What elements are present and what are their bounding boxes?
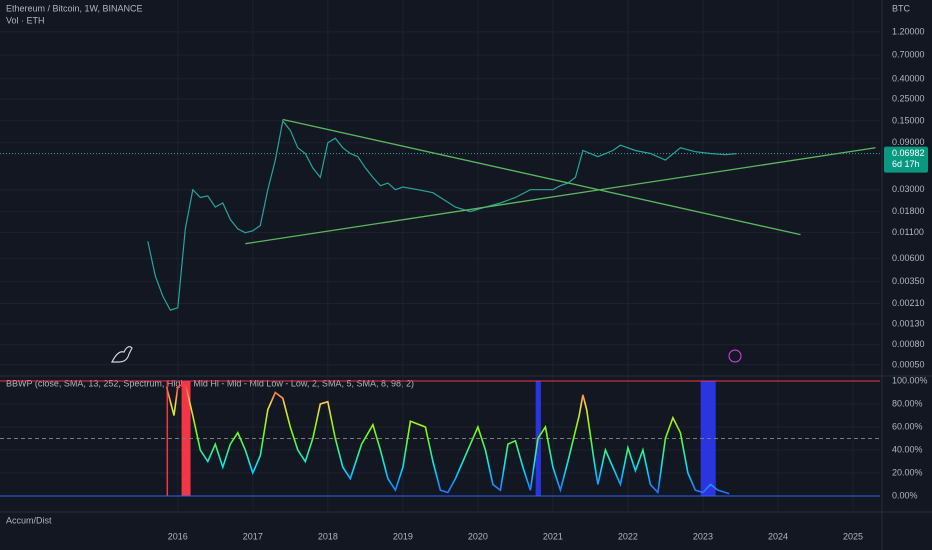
current-price-label: 0.06982 <box>892 148 925 158</box>
y-tick-label: 0.00210 <box>892 298 925 308</box>
y-tick-label: 80.00% <box>892 398 923 408</box>
signal-band <box>181 380 191 496</box>
x-tick-label: 2023 <box>693 531 713 541</box>
current-price-box <box>884 146 928 173</box>
volume-label: Vol · ETH <box>6 15 45 25</box>
y-tick-label: 0.00600 <box>892 253 925 263</box>
x-tick-label: 2016 <box>168 531 188 541</box>
alert-icon[interactable] <box>728 349 742 363</box>
y-tick-label: 0.01100 <box>892 227 924 237</box>
x-tick-label: 2024 <box>768 531 788 541</box>
indicator-title: BBWP (close, SMA, 13, 252, Spectrum, Hig… <box>6 378 414 388</box>
countdown-label: 6d 17h <box>892 159 920 169</box>
y-tick-label: 0.00350 <box>892 276 925 286</box>
x-tick-label: 2017 <box>243 531 263 541</box>
y-tick-label: 0.25000 <box>892 93 925 103</box>
x-tick-label: 2022 <box>618 531 638 541</box>
y-tick-label: 0.00130 <box>892 318 925 328</box>
x-tick-label: 2020 <box>468 531 488 541</box>
y-tick-label: 40.00% <box>892 444 923 454</box>
price-line <box>147 119 737 311</box>
y-tick-label: 0.00% <box>892 490 918 500</box>
y-tick-label: 0.03000 <box>892 184 925 194</box>
trendline <box>245 147 876 245</box>
bbwp-line <box>165 382 730 495</box>
y-tick-label: 20.00% <box>892 467 923 477</box>
y-axis-label: BTC <box>892 3 911 13</box>
x-tick-label: 2018 <box>318 531 338 541</box>
trendline <box>282 118 801 236</box>
signal-band <box>166 380 169 496</box>
logo <box>111 346 133 363</box>
y-tick-label: 0.40000 <box>892 73 925 83</box>
y-tick-label: 0.70000 <box>892 49 925 59</box>
y-tick-label: 0.00050 <box>892 359 925 369</box>
indicator-title: Accum/Dist <box>6 515 52 525</box>
y-tick-label: 0.01800 <box>892 206 925 216</box>
x-tick-label: 2025 <box>843 531 863 541</box>
y-tick-label: 0.00080 <box>892 339 925 349</box>
y-tick-label: 0.15000 <box>892 115 925 125</box>
y-tick-label: 60.00% <box>892 421 923 431</box>
y-tick-label: 1.20000 <box>892 26 925 36</box>
y-tick-label: 100.00% <box>892 375 928 385</box>
x-tick-label: 2019 <box>393 531 413 541</box>
chart-title: Ethereum / Bitcoin, 1W, BINANCE <box>6 3 143 13</box>
y-tick-label: 0.09000 <box>892 137 925 147</box>
x-tick-label: 2021 <box>543 531 563 541</box>
